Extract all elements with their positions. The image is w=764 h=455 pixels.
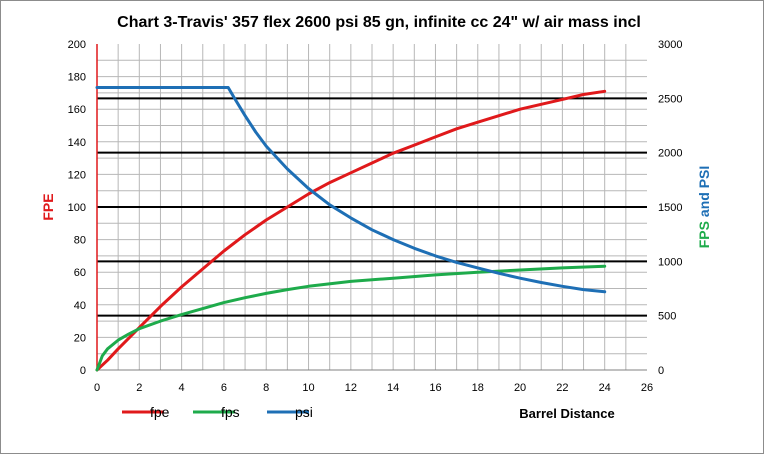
right-tick-label: 2000 bbox=[658, 148, 682, 160]
x-tick-label: 0 bbox=[94, 382, 100, 394]
left-tick-label: 180 bbox=[68, 72, 86, 84]
chart-title: Chart 3-Travis' 357 flex 2600 psi 85 gn,… bbox=[117, 14, 641, 31]
right-tick-label: 0 bbox=[658, 365, 664, 377]
right-tick-label: 1000 bbox=[658, 256, 682, 268]
x-tick-label: 12 bbox=[345, 382, 357, 394]
series-line-fps bbox=[95, 264, 607, 372]
x-tick-label: 2 bbox=[136, 382, 142, 394]
left-tick-label: 80 bbox=[74, 235, 86, 247]
left-tick-label: 20 bbox=[74, 332, 86, 344]
series-line-fpe bbox=[95, 89, 607, 372]
x-tick-label: 24 bbox=[599, 382, 611, 394]
x-tick-label: 20 bbox=[514, 382, 526, 394]
right-tick-label: 3000 bbox=[658, 39, 682, 51]
right-axis-title: FPS and PSI bbox=[696, 166, 712, 249]
left-tick-labels: 0 20 40 60 80 100 120 140 160 180 200 bbox=[68, 39, 86, 377]
x-tick-label: 22 bbox=[556, 382, 568, 394]
right-axis-title-psi: and PSI bbox=[696, 166, 712, 217]
series-line-psi bbox=[95, 86, 607, 294]
right-tick-label: 500 bbox=[658, 311, 676, 323]
right-axis-title-fps: FPS bbox=[696, 221, 712, 248]
series-lines bbox=[95, 86, 607, 372]
legend-label-psi: psi bbox=[295, 404, 313, 420]
right-tick-label: 2500 bbox=[658, 93, 682, 105]
x-tick-label: 26 bbox=[641, 382, 653, 394]
left-tick-label: 40 bbox=[74, 300, 86, 312]
x-tick-labels: 0 2 4 6 8 10 12 14 16 18 20 22 24 26 bbox=[94, 382, 653, 394]
x-tick-label: 4 bbox=[179, 382, 185, 394]
left-tick-label: 60 bbox=[74, 267, 86, 279]
left-tick-label: 200 bbox=[68, 39, 86, 51]
left-tick-label: 160 bbox=[68, 104, 86, 116]
x-tick-label: 18 bbox=[472, 382, 484, 394]
major-gridlines bbox=[97, 97, 647, 317]
left-tick-label: 100 bbox=[68, 202, 86, 214]
left-tick-label: 140 bbox=[68, 137, 86, 149]
legend: fpe fps psi bbox=[122, 404, 313, 420]
left-tick-label: 0 bbox=[80, 365, 86, 377]
x-tick-label: 8 bbox=[263, 382, 269, 394]
right-tick-labels: 0 500 1000 1500 2000 2500 3000 bbox=[658, 39, 682, 377]
right-tick-label: 1500 bbox=[658, 202, 682, 214]
x-tick-label: 6 bbox=[221, 382, 227, 394]
x-tick-label: 14 bbox=[387, 382, 399, 394]
x-axis-title: Barrel Distance bbox=[519, 406, 614, 421]
x-tick-label: 10 bbox=[302, 382, 314, 394]
legend-label-fps: fps bbox=[221, 404, 240, 420]
left-tick-label: 120 bbox=[68, 169, 86, 181]
legend-label-fpe: fpe bbox=[150, 404, 170, 420]
left-axis-title: FPE bbox=[40, 193, 56, 220]
x-tick-label: 16 bbox=[429, 382, 441, 394]
